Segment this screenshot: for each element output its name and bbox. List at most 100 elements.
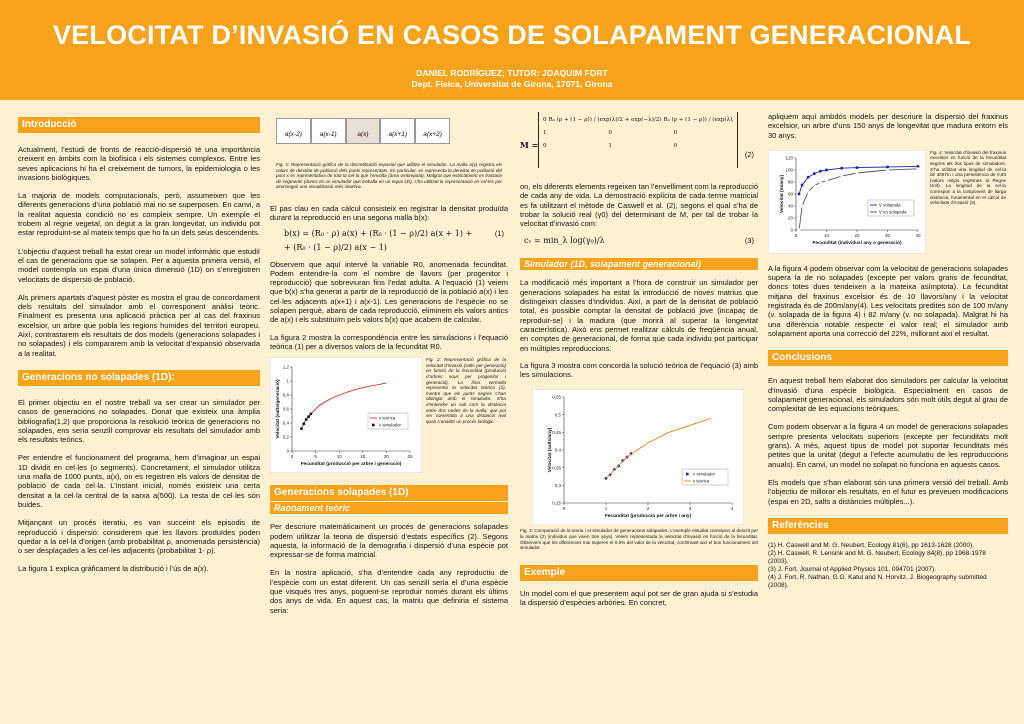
figure-4: 0 20 40 60 80 100 120 0 10 20 30 40 Fecunditat (indi…	[768, 149, 1008, 254]
conclusions-paragraph: Els models que s’han elaborat són una pr…	[768, 477, 1008, 506]
series-line	[798, 165, 919, 195]
conclusions-paragraph: En aquest treball hem elaborat dos simul…	[768, 376, 1008, 414]
column-2: a(x-2) a(x-1) a(x) a(x+1) a(x+2) Fig. 1:…	[270, 112, 508, 615]
data-point	[307, 415, 310, 419]
y-tick-label: 0,55	[552, 395, 561, 400]
equation-1-line-1: b(x) = (R₀ · ρ) a(x) + (R₀ · (1 − ρ)/2) …	[284, 228, 473, 238]
matrix-row-1: 0 R₀ (ρ + (1 − ρ)) / (exp(λ)/2 + exp(−λ)…	[543, 117, 733, 123]
authors: DANIEL RODRÍGUEZ; TUTOR: JOAQUIM FORT	[416, 68, 608, 78]
y-tick-label: 0,25	[552, 501, 561, 506]
x-tick-label: 40	[915, 233, 921, 238]
intro-paragraph: L’objectiu d’aquest treball ha estat cre…	[18, 246, 260, 284]
figure-3-caption: Fig. 3: Comparació de la teoria i el sim…	[520, 528, 758, 551]
y-axis-label: Velocitat (m/any)	[779, 174, 785, 213]
data-point	[800, 204, 804, 208]
equation-3: cᵥ = min_λ log(γ₀)/λ (3)	[520, 228, 758, 254]
figure-1: a(x-2) a(x-1) a(x) a(x+1) a(x+2)	[270, 112, 508, 162]
data-point	[818, 180, 823, 185]
intro-paragraph: Als primers apartats d’aquest pòster es …	[18, 292, 260, 358]
data-point	[819, 169, 822, 173]
lattice-cell-label: a(x)	[357, 131, 369, 138]
legend-label: v simulador	[379, 423, 402, 428]
legend-box	[681, 469, 729, 486]
lattice-cell-label: a(x-1)	[319, 131, 337, 138]
section-title-introduccio: Introducció	[18, 117, 260, 133]
x-tick-label: 0	[563, 506, 566, 511]
legend-label: v teòrica	[693, 479, 710, 484]
data-point	[797, 192, 801, 196]
y-tick-label: 0,2	[283, 435, 290, 440]
y-tick-label: 100	[785, 167, 793, 172]
data-point	[806, 189, 810, 194]
x-tick-label: 20	[854, 233, 860, 238]
legend-box	[367, 413, 409, 430]
legend-label: V no solapada	[879, 209, 907, 214]
figure-3: 0,25 0,3 0,35 0,4 0,45 0,5 0,55 0 1 2 3 4 Fecunditat…	[520, 389, 758, 526]
x-tick-label: 30	[885, 233, 891, 238]
series-line	[798, 168, 919, 230]
body-paragraph: La figura 1 explica gràficament la distr…	[18, 564, 209, 574]
data-point	[797, 228, 801, 232]
body-paragraph: Per descriure matemàticament un procés d…	[270, 522, 508, 560]
data-point	[806, 175, 810, 179]
equation-1: b(x) = (R₀ · ρ) a(x) + (R₀ · (1 − ρ)/2) …	[270, 227, 508, 257]
x-tick-label: 1	[605, 506, 608, 511]
figure-3-chart: 0,25 0,3 0,35 0,4 0,45 0,5 0,55 0 1 2 3 4 Fecunditat…	[532, 389, 744, 526]
y-tick-label: 0,3	[555, 483, 562, 488]
legend-swatch	[372, 423, 375, 427]
body-paragraph: La figura 2 mostra la correspondència en…	[270, 332, 508, 351]
figure-4-chart: 0 20 40 60 80 100 120 0 10 20 30 40 Fecunditat (indi…	[768, 149, 926, 254]
body-paragraph: El pas clau en cada càlcul consisteix en…	[270, 203, 508, 223]
x-tick-label: 5	[314, 454, 317, 459]
authors-block: DANIEL RODRÍGUEZ; TUTOR: JOAQUIM FORT De…	[0, 68, 1024, 90]
body-paragraph: La figura 3 mostra com concorda la soluc…	[520, 360, 758, 380]
equation-3-body: cᵥ = min_λ log(γ₀)/λ	[524, 236, 605, 246]
data-point	[886, 165, 889, 169]
x-axis-label: Fecunditat (producció per arbre i genera…	[301, 461, 402, 467]
figure-2-caption: Fig. 2: Representació gràfica de la velo…	[426, 357, 506, 424]
equation-2-number: (2)	[744, 150, 754, 159]
y-tick-label: 0,6	[283, 407, 290, 412]
figure-4-caption: Fig. 4: Velocitat d’invasió del fraxinus…	[930, 149, 1006, 206]
equation-1-number: (1)	[494, 228, 504, 238]
legend-label: v teòrica	[379, 416, 396, 421]
intro-paragraph: Actualment, l’estudi de fronts de reacci…	[18, 145, 260, 182]
affiliation: Dept. Física, Universitat de Girona, 170…	[411, 79, 613, 89]
y-tick-label: 80	[788, 179, 794, 184]
equation-1-line-2: + (R₀ · (1 − ρ)/2) a(x − 1)	[284, 242, 387, 252]
legend-label: v simulador	[693, 472, 716, 477]
matrix-equation: M = 0 R₀ (ρ + (1 − ρ)) / (exp(λ)/2 + exp…	[520, 112, 758, 168]
reference-item: (2) H. Caswell, R. Lensink and M. G. Neu…	[768, 549, 986, 565]
data-point	[304, 418, 308, 422]
y-axis-label: Velocitat (salts/generació)	[275, 379, 281, 439]
body-paragraph: on, els diferents elements regeixen tan …	[520, 182, 758, 229]
legend-box	[867, 199, 915, 217]
x-tick-label: 0	[795, 233, 798, 238]
x-tick-label: 25	[407, 454, 413, 459]
body-paragraph: En la nostra aplicació, s’ha d’entendre …	[270, 568, 508, 615]
lattice-cell-label: a(x-2)	[284, 131, 302, 138]
equation-3-number: (3)	[744, 236, 754, 246]
y-tick-label: 0	[286, 449, 289, 454]
lattice-cell-highlight: a(x)	[345, 118, 381, 144]
column-1: Introducció Actualment, l’estudi de fron…	[18, 117, 260, 574]
y-tick-label: 1,2	[283, 365, 290, 370]
body-paragraph: apliquem aquí ambdós models per descriur…	[768, 112, 1008, 140]
data-point	[855, 166, 859, 169]
x-tick-label: 4	[731, 506, 734, 511]
data-point	[800, 183, 804, 187]
section-title-conclusions: Conclusions	[768, 350, 1008, 367]
lattice-diagram: a(x-2) a(x-1) a(x) a(x+1) a(x+2)	[276, 118, 450, 144]
y-tick-label: 120	[785, 155, 793, 160]
data-point	[840, 166, 844, 170]
y-axis-label: Velocitat (salts/any)	[547, 428, 553, 473]
matrix-body: 0 R₀ (ρ + (1 − ρ)) / (exp(λ)/2 + exp(−λ)…	[538, 112, 738, 168]
data-point	[309, 412, 313, 416]
x-tick-label: 10	[337, 454, 343, 459]
y-tick-label: 40	[788, 203, 794, 208]
column-4: apliquem aquí ambdós models per descriur…	[768, 112, 1008, 590]
y-tick-label: 0,8	[283, 393, 290, 398]
legend-label: V solapada	[879, 202, 901, 207]
reference-item: (3) J. Fort, Journal of Applied Physics …	[768, 565, 937, 573]
x-tick-label: 2	[647, 506, 650, 511]
